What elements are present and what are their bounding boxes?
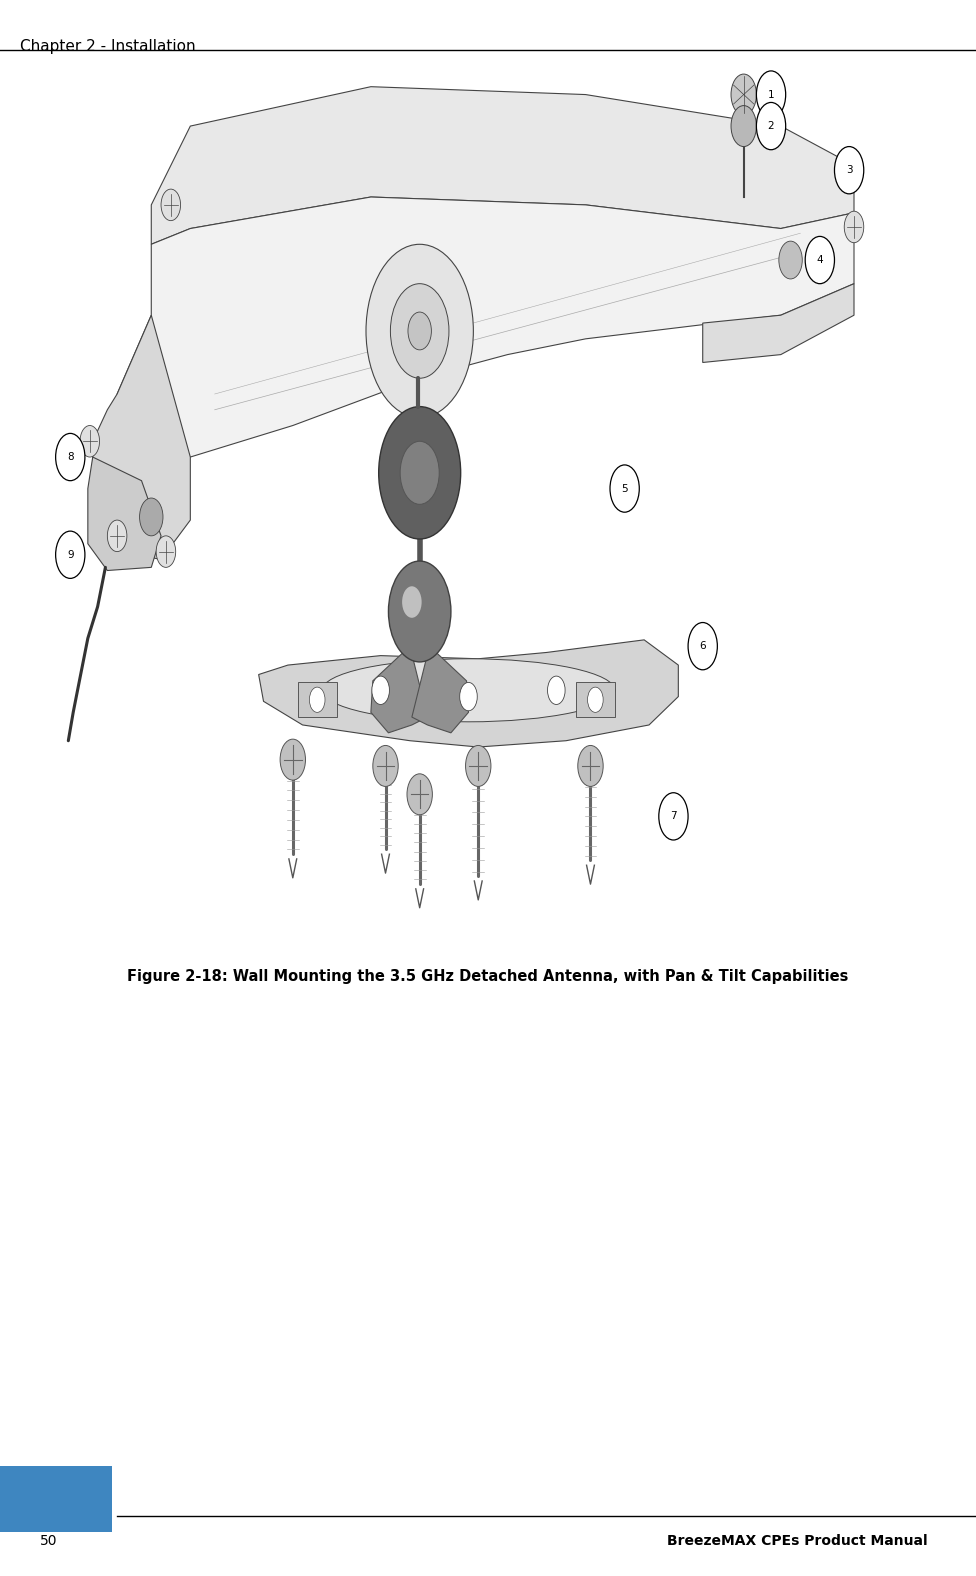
Circle shape [756,102,786,150]
Circle shape [156,536,176,567]
Circle shape [373,745,398,786]
Circle shape [402,586,422,618]
Circle shape [407,774,432,815]
Circle shape [756,71,786,118]
Bar [576,682,615,717]
Bar [298,682,337,717]
Circle shape [309,687,325,712]
Text: 9: 9 [67,550,73,559]
Circle shape [844,211,864,243]
Polygon shape [151,87,854,244]
Circle shape [366,244,473,418]
Circle shape [161,189,181,221]
Text: 5: 5 [622,484,628,493]
Polygon shape [412,646,468,733]
Polygon shape [93,315,190,559]
Circle shape [379,407,461,539]
Circle shape [731,74,756,115]
Polygon shape [88,457,161,571]
Circle shape [400,441,439,504]
Text: 7: 7 [671,812,676,821]
Circle shape [834,147,864,194]
Ellipse shape [322,659,615,722]
Circle shape [107,520,127,552]
Text: 6: 6 [700,641,706,651]
Circle shape [588,687,603,712]
Polygon shape [371,646,427,733]
Circle shape [56,531,85,578]
Circle shape [280,739,305,780]
Circle shape [731,106,756,147]
Circle shape [466,745,491,786]
Circle shape [779,241,802,279]
Text: BreezeMAX CPEs Product Manual: BreezeMAX CPEs Product Manual [667,1535,927,1548]
Circle shape [578,745,603,786]
Text: Chapter 2 - Installation: Chapter 2 - Installation [20,39,195,55]
Circle shape [688,623,717,670]
Bar [0,1466,112,1532]
Text: Figure 2-18: Wall Mounting the 3.5 GHz Detached Antenna, with Pan & Tilt Capabil: Figure 2-18: Wall Mounting the 3.5 GHz D… [127,969,849,985]
Circle shape [805,236,834,284]
Text: 8: 8 [67,452,73,462]
Circle shape [390,284,449,378]
Circle shape [56,433,85,481]
Circle shape [140,498,163,536]
Circle shape [388,561,451,662]
Circle shape [460,682,477,711]
Circle shape [372,676,389,704]
Polygon shape [259,640,678,747]
Text: 2: 2 [768,121,774,131]
Circle shape [610,465,639,512]
Text: 4: 4 [817,255,823,265]
Polygon shape [703,284,854,362]
Text: 50: 50 [40,1535,58,1548]
Circle shape [548,676,565,704]
Text: 3: 3 [846,165,852,175]
Circle shape [80,426,100,457]
Circle shape [659,793,688,840]
Polygon shape [117,197,854,457]
Circle shape [408,312,431,350]
Text: 1: 1 [768,90,774,99]
